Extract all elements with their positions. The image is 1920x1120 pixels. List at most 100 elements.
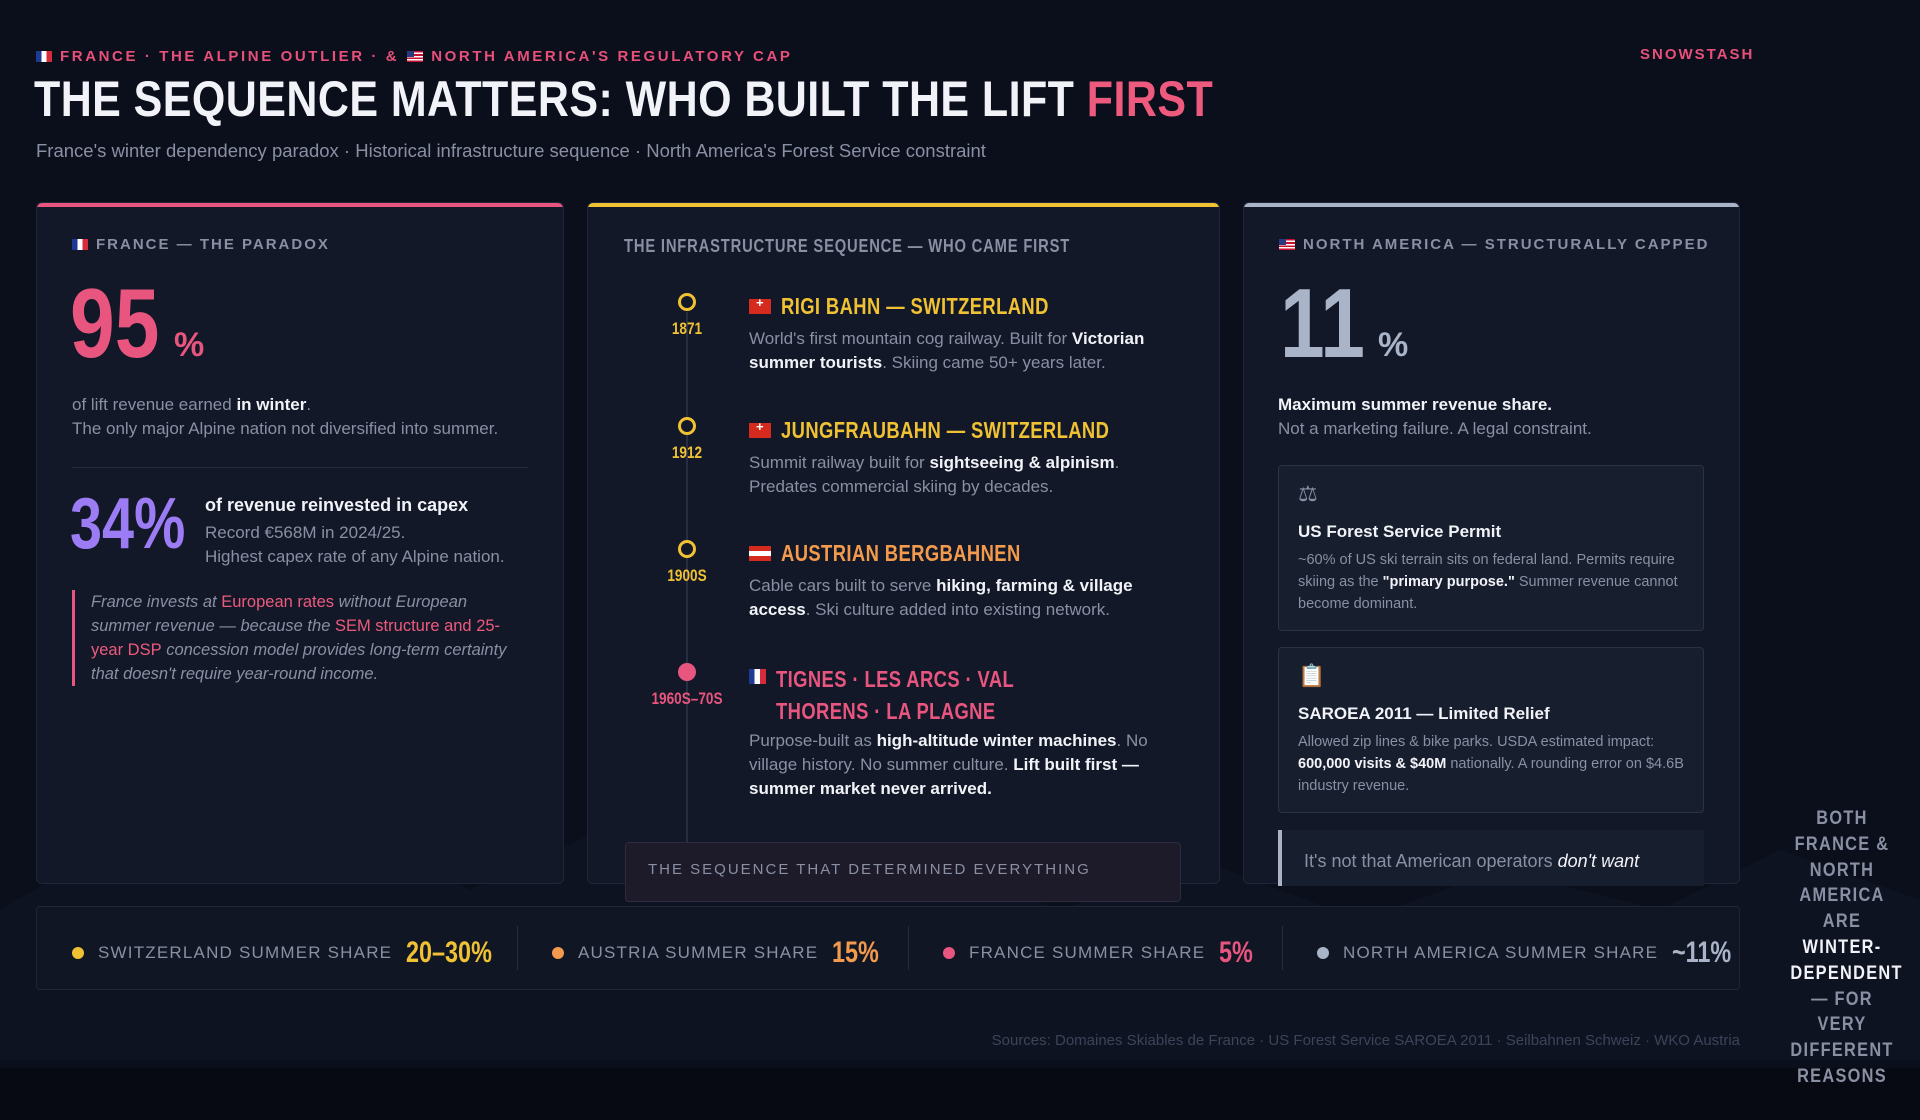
france-line2-text: The only major Alpine nation not diversi…	[72, 419, 499, 438]
title-accent: FIRST	[1086, 71, 1214, 127]
france-winter-description: of lift revenue earned in winter. The on…	[72, 393, 542, 441]
france-line1-text: of lift revenue earned	[72, 395, 232, 414]
france-winter-share-value: 95	[70, 268, 160, 378]
pre-title-france: FRANCE · THE ALPINE OUTLIER · &	[60, 48, 400, 65]
north-america-panel-label: NORTH AMERICA — STRUCTURALLY CAPPED	[1279, 236, 1709, 253]
quote-highlight-2: SEM structure and 25-year DSP	[91, 617, 501, 659]
card1-desc-2: Summer revenue cannot become dominant.	[1298, 574, 1678, 612]
event-desc-jungfrau-bold: sightseeing & alpinism	[929, 453, 1115, 472]
side-note-emphasis: WINTER-DEPENDENT	[1790, 936, 1903, 984]
event-title-jungfrau: JUNGFRAUBAHN — SWITZERLAND	[749, 417, 1191, 444]
event-desc-rigi-1: World's first mountain cog railway. Buil…	[749, 329, 1068, 348]
france-panel	[36, 202, 564, 884]
event-desc-austria-2: . Ski culture added into existing networ…	[805, 600, 1111, 619]
stat-separator	[1282, 926, 1283, 970]
switzerland-flag-icon	[749, 419, 771, 438]
stat-austria-label: AUSTRIA SUMMER SHARE	[578, 943, 819, 962]
event-desc-austria: Cable cars built to serve hiking, farmin…	[749, 574, 1179, 622]
north-america-line2: Not a marketing failure. A legal constra…	[1278, 419, 1592, 438]
brand-logo: SNOWSTASH	[1640, 46, 1755, 63]
card2-desc-bold: 600,000 visits & $40M	[1298, 756, 1447, 772]
stat-austria-value: 15%	[832, 936, 880, 969]
event-desc-austria-1: Cable cars built to serve	[749, 576, 932, 595]
usa-flag-icon	[407, 51, 424, 62]
france-line1-end: .	[306, 395, 312, 414]
france-capex-value: 34%	[70, 484, 186, 564]
side-note-part-3: — FOR VERY DIFFERENT REASONS	[1790, 988, 1894, 1087]
stat-switzerland-value: 20–30%	[406, 936, 493, 969]
austria-flag-icon	[749, 546, 771, 561]
stat-switzerland: SWITZERLAND SUMMER SHARE 20–30%	[72, 936, 516, 970]
event-title-austria-text: AUSTRIAN BERGBAHNEN	[781, 540, 1021, 566]
france-dot-icon	[943, 947, 955, 959]
stat-france-value: 5%	[1219, 936, 1254, 969]
side-note: BOTH FRANCE & NORTH AMERICA ARE WINTER-D…	[1790, 806, 1901, 1090]
pre-title-north-america: NORTH AMERICA'S REGULATORY CAP	[431, 48, 793, 65]
france-capex-line1: Record €568M in 2024/25.	[205, 523, 406, 542]
stat-france: FRANCE SUMMER SHARE 5%	[943, 936, 1263, 970]
north-america-callout	[1278, 830, 1704, 886]
timeline-node-1912	[678, 417, 696, 435]
north-america-description: Maximum summer revenue share. Not a mark…	[1278, 393, 1718, 441]
france-line1-bold: in winter	[236, 395, 307, 414]
event-title-france-resorts: TIGNES · LES ARCS · VAL THORENS · LA PLA…	[749, 663, 1169, 727]
france-capex-line2: Highest capex rate of any Alpine nation.	[205, 547, 505, 566]
saroea-card-title: SAROEA 2011 — Limited Relief	[1298, 704, 1550, 723]
forest-service-card-title: US Forest Service Permit	[1298, 522, 1502, 541]
timeline-year-1960s: 1960S–70S	[651, 689, 723, 708]
stat-north-america-label: NORTH AMERICA SUMMER SHARE	[1343, 943, 1659, 962]
card1-desc-1: ~60% of US ski terrain sits on federal l…	[1298, 552, 1675, 590]
event-title-rigi: RIGI BAHN — SWITZERLAND	[749, 293, 1116, 320]
sequence-title: THE INFRASTRUCTURE SEQUENCE — WHO CAME F…	[624, 236, 1071, 256]
timeline-node-1900s	[678, 540, 696, 558]
north-america-callout-text: It's not that American operators don't w…	[1304, 851, 1639, 872]
stat-switzerland-label: SWITZERLAND SUMMER SHARE	[98, 943, 393, 962]
side-note-part-1: BOTH FRANCE & NORTH AMERICA ARE	[1794, 808, 1890, 933]
quote-part-2: without European summer revenue — becaus…	[91, 593, 468, 635]
page-subtitle: France's winter dependency paradox · His…	[36, 140, 986, 161]
event-desc-rigi-bold: Victorian summer tourists	[749, 329, 1145, 372]
page-title: THE SEQUENCE MATTERS: WHO BUILT THE LIFT…	[34, 70, 1213, 128]
france-winter-share-unit: %	[174, 326, 205, 364]
timeline-year-1912: 1912	[671, 443, 703, 462]
event-title-austria: AUSTRIAN BERGBAHNEN	[749, 540, 1081, 567]
switzerland-flag-icon	[749, 295, 771, 314]
timeline-year-1871: 1871	[671, 319, 703, 338]
france-flag-icon	[36, 51, 52, 62]
quote-highlight-1: European rates	[221, 593, 335, 611]
event-title-rigi-text: RIGI BAHN — SWITZERLAND	[781, 293, 1049, 319]
event-title-jungfrau-text: JUNGFRAUBAHN — SWITZERLAND	[781, 417, 1110, 443]
event-desc-france-2: . No village history. No summer culture.	[749, 731, 1148, 774]
pre-title: FRANCE · THE ALPINE OUTLIER · & NORTH AM…	[36, 48, 793, 65]
stat-separator	[517, 926, 518, 970]
north-america-dot-icon	[1317, 947, 1329, 959]
event-desc-jungfrau-2: . Predates commercial skiing by decades.	[749, 453, 1120, 496]
france-quote: France invests at European rates without…	[72, 590, 522, 686]
clipboard-icon: 📋	[1298, 663, 1326, 688]
footer-band	[0, 1068, 1920, 1120]
france-label-text: FRANCE — THE PARADOX	[96, 236, 330, 253]
north-america-summer-cap-value: 11	[1280, 268, 1365, 378]
timeline-node-1960s	[678, 663, 696, 681]
forest-service-card	[1278, 465, 1704, 631]
quote-part-1: France invests at	[91, 593, 217, 611]
switzerland-dot-icon	[72, 947, 84, 959]
event-desc-france-bold: high-altitude winter machines	[876, 731, 1117, 750]
event-desc-france-resorts: Purpose-built as high-altitude winter ma…	[749, 729, 1179, 801]
sequence-summary-box	[625, 842, 1181, 902]
france-panel-accent	[37, 203, 563, 207]
quote-part-3: concession model provides long-term cert…	[91, 641, 507, 683]
card2-desc-1: Allowed zip lines & bike parks. USDA est…	[1298, 734, 1655, 750]
stat-north-america: NORTH AMERICA SUMMER SHARE ~11%	[1317, 936, 1748, 970]
france-divider	[72, 467, 528, 468]
saroea-card-desc: Allowed zip lines & bike parks. USDA est…	[1298, 731, 1690, 797]
france-flag-icon	[749, 669, 767, 684]
france-capex-details: Record €568M in 2024/25. Highest capex r…	[205, 521, 545, 569]
austria-dot-icon	[552, 947, 564, 959]
stat-austria: AUSTRIA SUMMER SHARE 15%	[552, 936, 892, 970]
event-desc-rigi-2: . Skiing came 50+ years later.	[882, 353, 1106, 372]
callout-text-2: don't want	[1557, 851, 1640, 871]
usa-flag-icon	[1279, 239, 1295, 250]
event-desc-rigi: World's first mountain cog railway. Buil…	[749, 327, 1179, 375]
stat-separator	[908, 926, 909, 970]
